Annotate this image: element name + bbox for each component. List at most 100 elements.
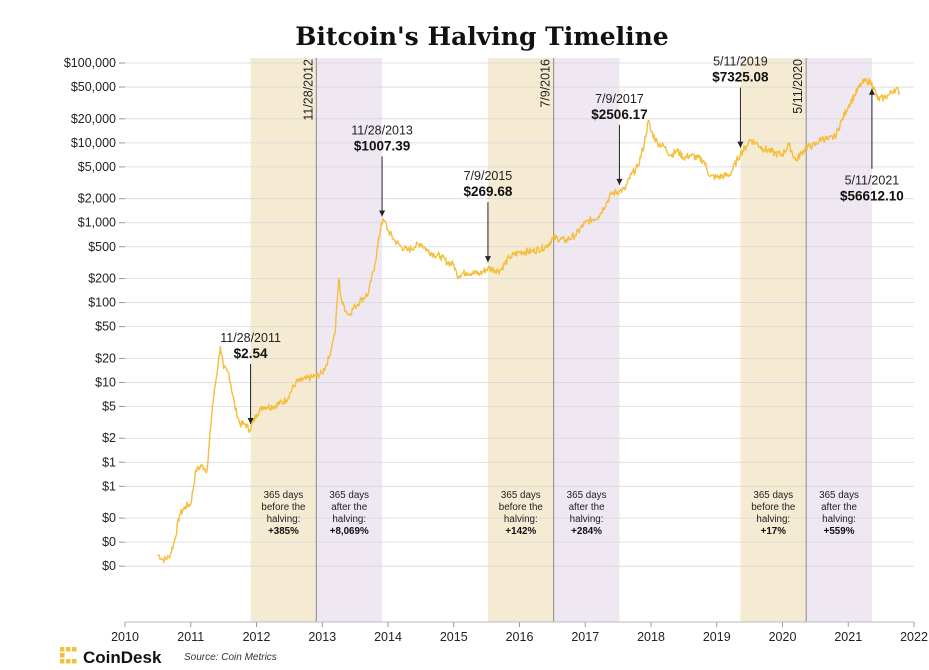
arrow-head-icon [247, 417, 254, 424]
y-tick-label: $10 [95, 375, 116, 389]
price-annotation: 11/28/2011$2.54 [220, 331, 281, 424]
x-tick-label: 2017 [571, 630, 599, 644]
x-tick-label: 2022 [900, 630, 928, 644]
annotation-date: 7/9/2017 [595, 92, 644, 106]
band-stat-text: 365 days [329, 490, 369, 501]
y-tick-label: $2 [102, 431, 116, 445]
halving-band-6 [806, 58, 872, 622]
y-tick-label: $1 [102, 479, 116, 493]
y-tick-label: $50,000 [71, 80, 116, 94]
logo-square [60, 647, 65, 652]
x-tick-label: 2020 [769, 630, 797, 644]
arrow-head-icon [737, 141, 744, 148]
x-tick-label: 2014 [374, 630, 402, 644]
annotations: 11/28/2011$2.54 11/28/2013$1007.39 7/9/201… [220, 55, 904, 424]
y-tick-label: $20,000 [71, 112, 116, 126]
x-tick-label: 2016 [506, 630, 534, 644]
y-tick-label: $1,000 [78, 216, 116, 230]
halving-date-label: 7/9/2016 [539, 59, 553, 108]
x-tick-label: 2012 [243, 630, 271, 644]
logo-square [66, 647, 71, 652]
y-tick-label: $5 [102, 399, 116, 413]
band-stat-text: after the [331, 502, 367, 513]
logo-square [66, 659, 71, 664]
band-stat-text: after the [821, 502, 857, 513]
band-stat-text: 365 days [819, 490, 859, 501]
arrow-head-icon [484, 256, 491, 263]
y-axis: $100,000 $50,000 $20,000 $10,000 $5,000 $2,00… [64, 56, 125, 573]
grid-lines [125, 62, 914, 567]
annotation-price: $7325.08 [712, 70, 769, 85]
y-tick-label: $200 [88, 272, 116, 286]
annotation-price: $1007.39 [354, 138, 410, 153]
source-note: Source: Coin Metrics [184, 652, 277, 663]
halving-band-3 [487, 58, 554, 622]
x-tick-label: 2018 [637, 630, 665, 644]
x-axis: 2010 2011 2012 2013 2014 2015 2016 2017 2018 2019… [111, 621, 928, 644]
band-stat-text: 365 days [264, 490, 304, 501]
y-tick-label: $1 [102, 455, 116, 469]
y-tick-label: $10,000 [71, 136, 116, 150]
coindesk-logo-icon [60, 647, 77, 664]
annotation-date: 7/9/2015 [464, 169, 513, 183]
band-stat-pct: +284% [571, 526, 602, 537]
x-tick-label: 2015 [440, 630, 468, 644]
y-tick-label: $5,000 [78, 160, 116, 174]
x-tick-label: 2019 [703, 630, 731, 644]
y-tick-label: $500 [88, 240, 116, 254]
x-tick-label: 2013 [308, 630, 336, 644]
price-annotation: 5/11/2021$56612.10 [840, 88, 904, 204]
arrow-head-icon [616, 178, 623, 185]
y-tick-label: $100 [88, 296, 116, 310]
x-tick-label: 2011 [177, 630, 204, 644]
x-tick-label: 2010 [111, 630, 139, 644]
halving-bands [250, 58, 872, 622]
y-tick-label: $0 [102, 511, 116, 525]
logo-square [72, 659, 77, 664]
y-tick-label: $100,000 [64, 56, 116, 70]
halving-band-2 [316, 58, 383, 622]
logo-square [60, 659, 65, 664]
price-annotation: 7/9/2017$2506.17 [591, 92, 648, 185]
band-stat-text: halving: [267, 514, 301, 525]
footer: CoinDesk Source: Coin Metrics [60, 647, 277, 667]
price-annotation: 11/28/2013$1007.39 [351, 123, 413, 217]
band-stat-pct: +559% [824, 526, 855, 537]
y-tick-label: $50 [95, 320, 116, 334]
band-stat-text: before the [261, 502, 306, 513]
price-annotation: 7/9/2015$269.68 [464, 169, 513, 263]
halving-band-4 [553, 58, 620, 622]
btc-price-line [157, 77, 901, 564]
band-stat-text: 365 days [567, 490, 607, 501]
band-stat-text: halving: [332, 514, 366, 525]
annotation-date: 11/28/2011 [220, 331, 281, 345]
halving-date-label: 5/11/2020 [791, 59, 805, 114]
y-tick-label: $0 [102, 559, 116, 573]
annotation-date: 5/11/2021 [845, 174, 900, 188]
halving-date-label: 11/28/2012 [301, 59, 315, 121]
band-stat-text: before the [751, 502, 796, 513]
band-stat-text: 365 days [501, 490, 541, 501]
band-stat-pct: +8,069% [330, 526, 369, 537]
band-stat-text: halving: [504, 514, 538, 525]
band-stat-text: 365 days [753, 490, 793, 501]
band-stat-text: after the [569, 502, 605, 513]
arrow-head-icon [379, 210, 386, 217]
brand-name: CoinDesk [83, 648, 162, 667]
y-tick-label: $0 [102, 535, 116, 549]
band-stat-text: halving: [756, 514, 790, 525]
y-tick-label: $2,000 [78, 192, 116, 206]
band-stat-pct: +17% [761, 526, 787, 537]
price-annotation: 5/11/2019$7325.08 [712, 55, 769, 148]
annotation-date: 11/28/2013 [351, 123, 413, 137]
price-series [157, 77, 901, 564]
band-stat-pct: +385% [268, 526, 299, 537]
band-stat-text: halving: [570, 514, 604, 525]
